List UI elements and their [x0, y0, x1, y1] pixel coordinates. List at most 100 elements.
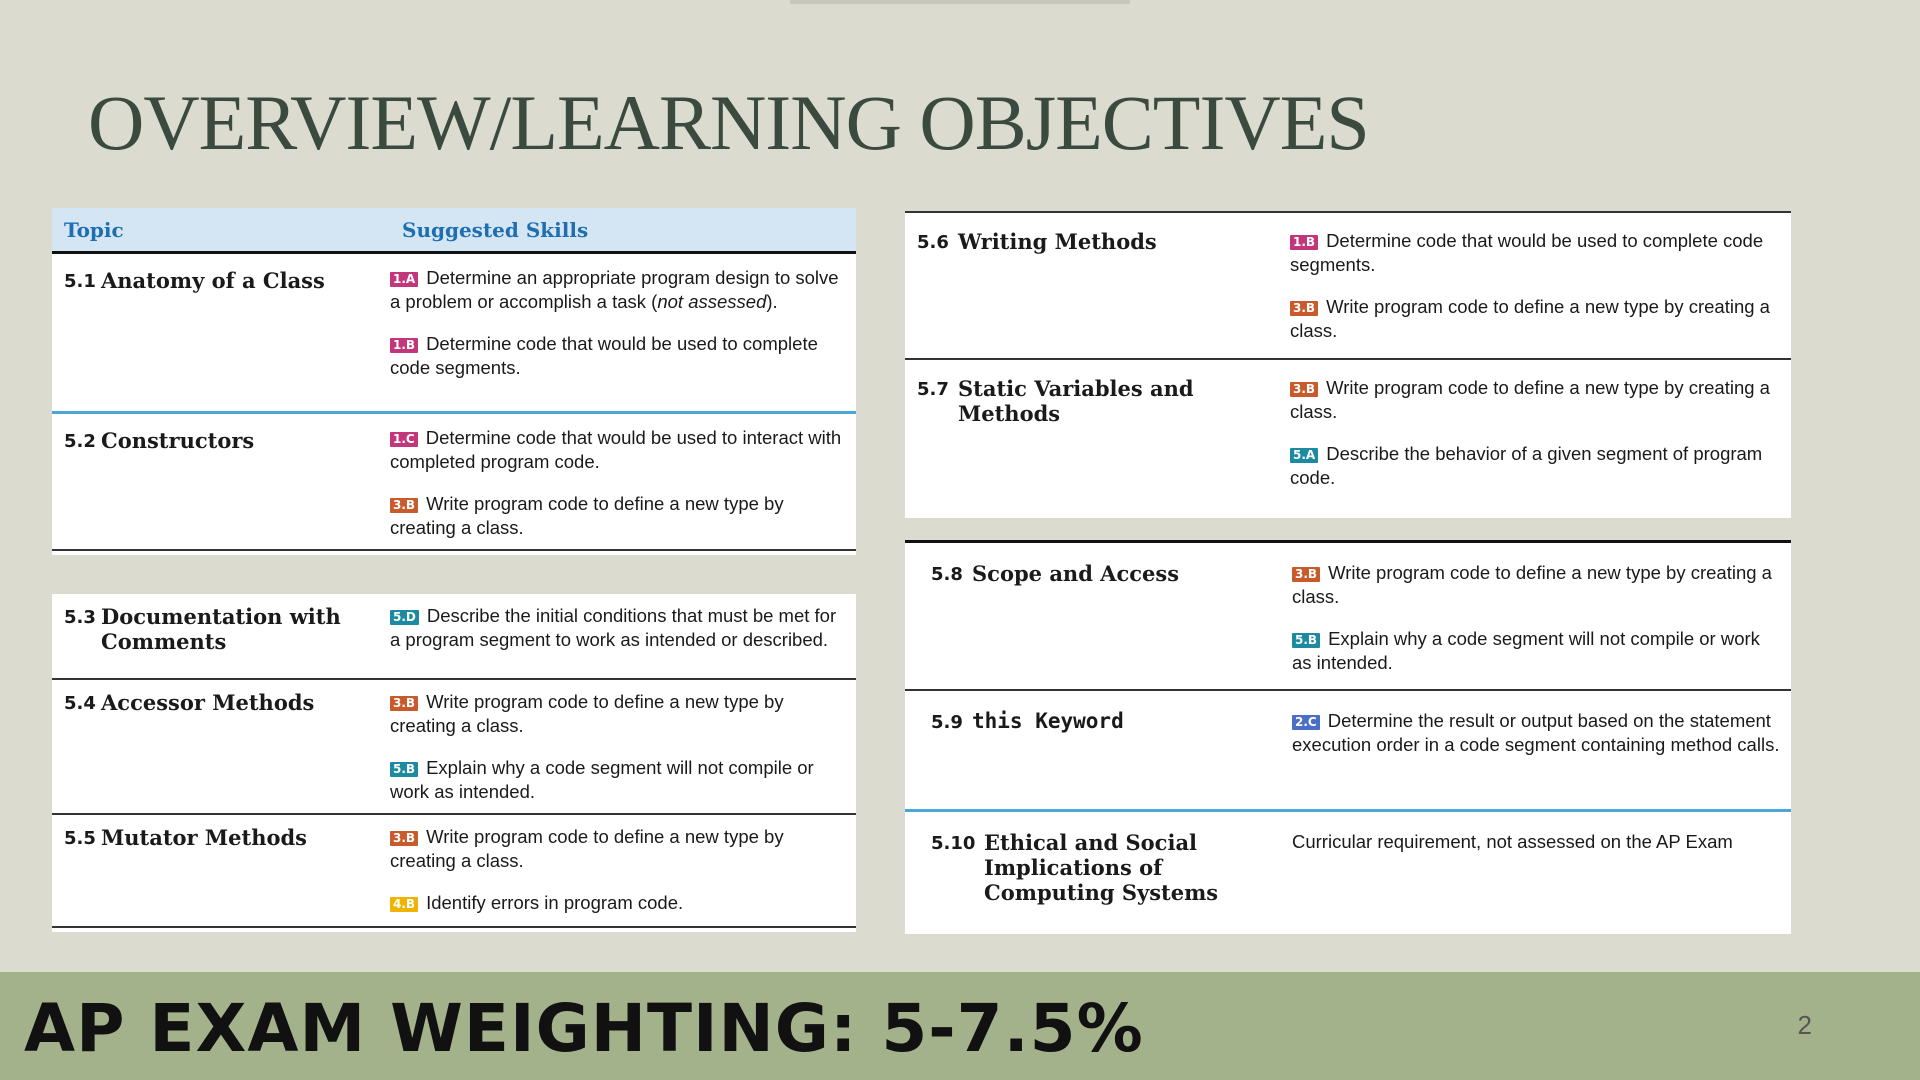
- skills-cell: 3.B Write program code to define a new ty…: [1292, 543, 1791, 689]
- skill-item: 4.B Identify errors in program code.: [390, 891, 844, 915]
- skill-item: 5.A Describe the behavior of a given segm…: [1290, 442, 1779, 490]
- topic-name: this Keyword: [972, 709, 1124, 733]
- skills-cell: 3.B Write program code to define a new ty…: [1290, 360, 1791, 518]
- skill-code-badge: 4.B: [390, 897, 419, 912]
- skills-cell: 3.B Write program code to define a new ty…: [390, 815, 856, 926]
- skills-cell: 2.C Determine the result or output based …: [1292, 691, 1791, 809]
- topic-name: Ethical and Social Implications of Compu…: [984, 830, 1219, 905]
- skill-item: 3.B Write program code to define a new ty…: [390, 492, 844, 540]
- topic-number: 5.4: [64, 693, 96, 714]
- table-row: 5.5 Mutator Methods 3.B Write program code …: [52, 813, 856, 928]
- skill-code-badge: 5.D: [390, 610, 419, 625]
- row-list: 5.3 Documentation with Comments 5.D Describ…: [52, 594, 856, 928]
- skills-cell: 1.C Determine code that would be used to …: [390, 414, 856, 549]
- skill-text: Determine the result or output based on …: [1292, 710, 1780, 755]
- topic-number: 5.3: [64, 607, 96, 628]
- skill-text-tail: ).: [766, 291, 778, 312]
- topic-cell: 5.7 Static Variables and Methods: [905, 360, 1290, 518]
- skill-text: Write program code to define a new type …: [1290, 296, 1770, 341]
- skill-code-badge: 5.B: [390, 762, 419, 777]
- skill-code-badge: 3.B: [1290, 382, 1319, 397]
- exam-weighting: AP Exam Weighting: 5-7.5%: [24, 990, 1144, 1067]
- skill-item: 3.B Write program code to define a new ty…: [390, 825, 844, 873]
- table-row: 5.4 Accessor Methods 3.B Write program code…: [52, 678, 856, 813]
- skill-code-badge: 1.C: [390, 432, 418, 447]
- topic-cell: 5.9 this Keyword: [905, 691, 1292, 809]
- skill-text: Write program code to define a new type …: [1290, 377, 1770, 422]
- right-table-bottom: 5.8 Scope and Access 3.B Write program code…: [905, 540, 1791, 934]
- topic-name: Anatomy of a Class: [101, 268, 325, 293]
- topic-number: 5.7: [917, 379, 949, 400]
- topic-name: Static Variables and Methods: [958, 376, 1194, 426]
- skill-code-badge: 1.A: [390, 272, 419, 287]
- skill-item: 3.B Write program code to define a new ty…: [390, 690, 844, 738]
- topic-number: 5.10: [931, 833, 976, 854]
- page-number: 2: [1797, 1010, 1812, 1040]
- skill-code-badge: 1.B: [390, 338, 419, 353]
- topic-number: 5.9: [931, 712, 963, 733]
- skills-cell: 1.A Determine an appropriate program desi…: [390, 254, 856, 411]
- skill-text: Identify errors in program code.: [426, 892, 684, 913]
- top-accent: [790, 0, 1130, 4]
- skill-code-badge: 3.B: [390, 831, 419, 846]
- skills-cell: 1.B Determine code that would be used to …: [1290, 213, 1791, 358]
- skill-code-badge: 3.B: [390, 498, 419, 513]
- table-row: 5.3 Documentation with Comments 5.D Describ…: [52, 594, 856, 678]
- skill-text: Explain why a code segment will not comp…: [1292, 628, 1760, 673]
- row-list: 5.1 Anatomy of a Class 1.A Determine an app…: [52, 254, 856, 551]
- skill-item: 1.A Determine an appropriate program desi…: [390, 266, 844, 314]
- topic-number: 5.6: [917, 232, 949, 253]
- table-row: 5.7 Static Variables and Methods 3.B Write …: [905, 358, 1791, 518]
- skills-cell: 5.D Describe the initial conditions that …: [390, 594, 856, 678]
- topic-name: Scope and Access: [972, 561, 1180, 586]
- table-row: 5.9 this Keyword 2.C Determine the result o…: [905, 689, 1791, 809]
- topic-name: Constructors: [101, 428, 255, 453]
- skills-cell: 3.B Write program code to define a new ty…: [390, 680, 856, 813]
- table-row: 5.10 Ethical and Social Implications of C…: [905, 809, 1791, 931]
- skill-text: Write program code to define a new type …: [390, 493, 784, 538]
- topic-name: Mutator Methods: [101, 825, 307, 850]
- skill-item: 1.B Determine code that would be used to …: [1290, 229, 1779, 277]
- row-list: 5.6 Writing Methods 1.B Determine code that…: [905, 213, 1791, 518]
- skills-header: Suggested Skills: [402, 217, 589, 242]
- topic-cell: 5.4 Accessor Methods: [52, 680, 390, 813]
- skill-item: 5.D Describe the initial conditions that …: [390, 604, 844, 652]
- topic-cell: 5.1 Anatomy of a Class: [52, 254, 390, 411]
- topic-name: Accessor Methods: [101, 690, 315, 715]
- topic-cell: 5.5 Mutator Methods: [52, 815, 390, 926]
- skill-code-badge: 3.B: [1292, 567, 1321, 582]
- topic-cell: 5.2 Constructors: [52, 414, 390, 549]
- topic-cell: 5.3 Documentation with Comments: [52, 594, 390, 678]
- skill-item: 2.C Determine the result or output based …: [1292, 709, 1781, 757]
- skill-item: 1.B Determine code that would be used to …: [390, 332, 844, 380]
- skill-code-badge: 3.B: [390, 696, 419, 711]
- left-table-bottom: 5.3 Documentation with Comments 5.D Describ…: [52, 594, 856, 932]
- skill-code-badge: 5.A: [1290, 448, 1319, 463]
- right-table-top: 5.6 Writing Methods 1.B Determine code that…: [905, 211, 1791, 518]
- skill-text: Determine code that would be used to int…: [390, 427, 842, 472]
- topic-name: Writing Methods: [958, 229, 1157, 254]
- skill-text: Write program code to define a new type …: [390, 691, 784, 736]
- skill-code-badge: 1.B: [1290, 235, 1319, 250]
- skill-text: Explain why a code segment will not comp…: [390, 757, 814, 802]
- table-header: Topic Suggested Skills: [52, 208, 856, 254]
- skill-item: 3.B Write program code to define a new ty…: [1292, 561, 1781, 609]
- topic-name: Documentation with Comments: [101, 604, 341, 654]
- skill-text: Describe the initial conditions that mus…: [390, 605, 837, 650]
- topic-cell: 5.8 Scope and Access: [905, 543, 1292, 689]
- topic-number: 5.5: [64, 828, 96, 849]
- topic-cell: 5.10 Ethical and Social Implications of C…: [905, 812, 1292, 931]
- skill-item: 1.C Determine code that would be used to …: [390, 426, 844, 474]
- table-row: 5.6 Writing Methods 1.B Determine code that…: [905, 213, 1791, 358]
- skill-text: Write program code to define a new type …: [390, 826, 784, 871]
- footer-bar: [0, 972, 1920, 1080]
- table-row: 5.8 Scope and Access 3.B Write program code…: [905, 543, 1791, 689]
- skill-item: 5.B Explain why a code segment will not c…: [1292, 627, 1781, 675]
- topic-number: 5.1: [64, 271, 96, 292]
- skill-text: Describe the behavior of a given segment…: [1290, 443, 1763, 488]
- skill-text: Determine code that would be used to com…: [390, 333, 818, 378]
- left-table-top: Topic Suggested Skills 5.1 Anatomy of a C…: [52, 208, 856, 555]
- topic-header: Topic: [64, 217, 124, 242]
- topic-number: 5.2: [64, 431, 96, 452]
- skill-item: 3.B Write program code to define a new ty…: [1290, 376, 1779, 424]
